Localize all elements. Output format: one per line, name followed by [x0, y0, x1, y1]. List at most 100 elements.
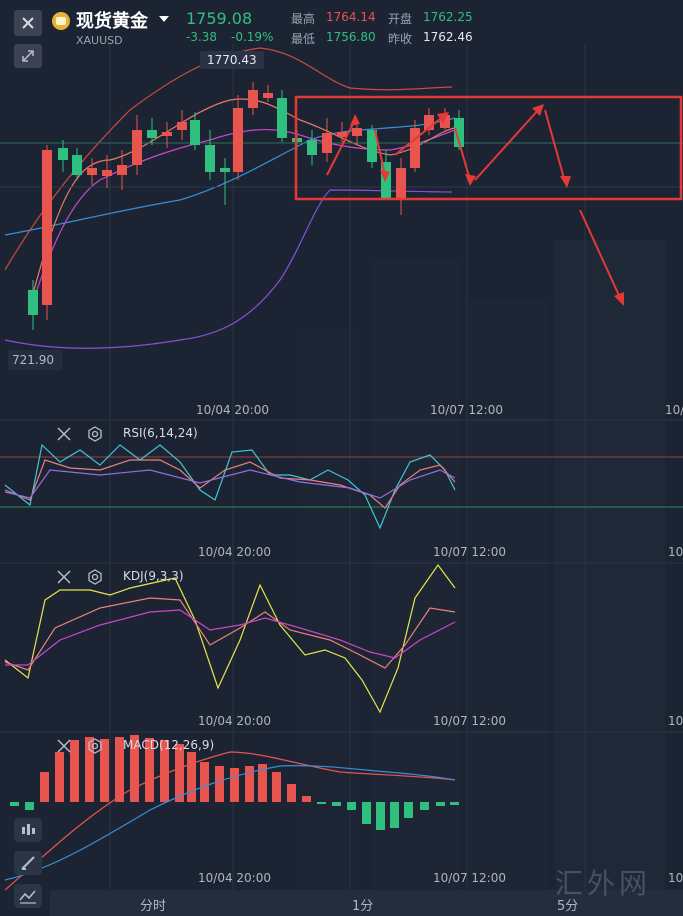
macd-time-label-1: 10/04 20:00: [198, 871, 271, 885]
macd-bar: [145, 738, 154, 802]
annotation-arrows: [326, 107, 623, 303]
kdj-time-label-3: 10/: [668, 714, 683, 728]
kdj-d: [5, 609, 456, 666]
candle-body: [220, 168, 230, 172]
macd-bar: [230, 768, 239, 802]
watermark: 汇外网: [555, 867, 652, 900]
tab-5min[interactable]: 5分: [557, 899, 579, 914]
macd-dif: [4, 751, 456, 891]
dropdown-caret-icon[interactable]: [159, 16, 169, 22]
candle-body: [367, 130, 377, 162]
macd-bar: [287, 784, 296, 802]
kdj-lines: [4, 563, 456, 714]
macd-time-label-2: 10/07 12:00: [433, 871, 506, 885]
macd-time-label-3: 10/: [668, 871, 683, 885]
annotation-box: [294, 95, 683, 201]
quote-header: 现货黄金 XAUUSD 1759.08 -3.38 -0.19% 最高 1764…: [0, 0, 683, 47]
macd-bar: [347, 802, 356, 810]
open-label: 开盘: [388, 12, 413, 26]
candle-body: [410, 128, 420, 168]
macd-bar: [272, 772, 281, 802]
candle-body: [58, 148, 68, 160]
rsi-settings-icon[interactable]: [87, 426, 103, 442]
macd-bar: [25, 802, 34, 810]
candle-body: [87, 168, 97, 175]
candle-body: [396, 168, 406, 198]
draw-button[interactable]: [14, 851, 42, 875]
candle-body: [352, 128, 362, 136]
macd-bar: [215, 766, 224, 802]
macd-close-icon[interactable]: [56, 738, 72, 754]
macd-histogram: [10, 735, 459, 830]
candlestick-button[interactable]: [14, 818, 42, 842]
candlesticks: [28, 82, 464, 330]
last-price: 1759.08: [186, 9, 253, 28]
rsi-14: [4, 459, 456, 509]
candle-body: [117, 165, 127, 175]
boll-lower: [4, 189, 453, 349]
rsi-label: RSI(6,14,24): [123, 426, 198, 440]
kdj-k: [4, 597, 456, 671]
macd-label: MACD(12,26,9): [123, 738, 215, 752]
close-button[interactable]: [14, 10, 42, 36]
macd-bar: [175, 744, 184, 802]
macd-bar: [376, 802, 385, 830]
kdj-time-label-1: 10/04 20:00: [198, 714, 271, 728]
high-value: 1764.14: [326, 10, 376, 24]
candle-body: [277, 98, 287, 138]
main-time-label-1: 10/04 20:00: [196, 403, 269, 417]
price-change-pct: -0.19%: [231, 30, 274, 44]
macd-bar: [100, 739, 109, 802]
macd-dea: [4, 765, 456, 881]
prev-close-label: 昨收: [388, 32, 413, 46]
rsi-24: [4, 469, 456, 499]
price-change: -3.38: [186, 30, 218, 44]
candlestick-icon: [22, 824, 35, 835]
tab-timeshare[interactable]: 分时: [140, 899, 167, 914]
rsi-lines: [4, 443, 456, 530]
shrink-button[interactable]: [14, 44, 42, 68]
macd-lines: [4, 751, 456, 891]
shrink-icon: [22, 50, 34, 62]
macd-bar: [404, 802, 413, 818]
candle-body: [454, 118, 464, 147]
instrument-title[interactable]: 现货黄金: [76, 11, 148, 32]
main-time-label-2: 10/07 12:00: [430, 403, 503, 417]
candle-body: [132, 130, 142, 165]
kdj-j: [4, 563, 456, 714]
macd-bar: [115, 737, 124, 802]
ma-fast: [29, 98, 456, 306]
candle-body: [233, 108, 243, 172]
line-chart-button[interactable]: [14, 884, 42, 908]
low-value: 1756.80: [326, 30, 376, 44]
instrument-symbol: XAUUSD: [76, 34, 123, 47]
kdj-settings-icon[interactable]: [87, 569, 103, 585]
tab-1min[interactable]: 1分: [352, 899, 374, 914]
macd-bar: [55, 752, 64, 802]
kdj-close-icon[interactable]: [56, 569, 72, 585]
macd-bar: [10, 802, 19, 806]
rsi-time-label-2: 10/07 12:00: [433, 545, 506, 559]
boll-middle-ma: [4, 117, 456, 236]
candle-body: [72, 155, 82, 175]
macd-bar: [436, 802, 445, 806]
max-price-label: 1770.43: [207, 53, 257, 67]
candle-body: [28, 290, 38, 315]
rsi-time-label-3: 10/: [668, 545, 683, 559]
candle-body: [337, 132, 347, 137]
line-chart-icon: [19, 890, 36, 904]
min-price-label: 721.90: [12, 353, 54, 367]
macd-bar: [390, 802, 399, 828]
rsi-close-icon[interactable]: [56, 426, 72, 442]
candle-body: [190, 120, 200, 145]
candle-body: [177, 122, 187, 130]
rsi-time-label-1: 10/04 20:00: [198, 545, 271, 559]
macd-bar: [362, 802, 371, 824]
candle-body: [102, 170, 112, 176]
draw-icon: [21, 856, 35, 870]
macd-bar: [70, 740, 79, 802]
macd-settings-icon[interactable]: [87, 738, 103, 754]
prev-close-value: 1762.46: [423, 30, 473, 44]
